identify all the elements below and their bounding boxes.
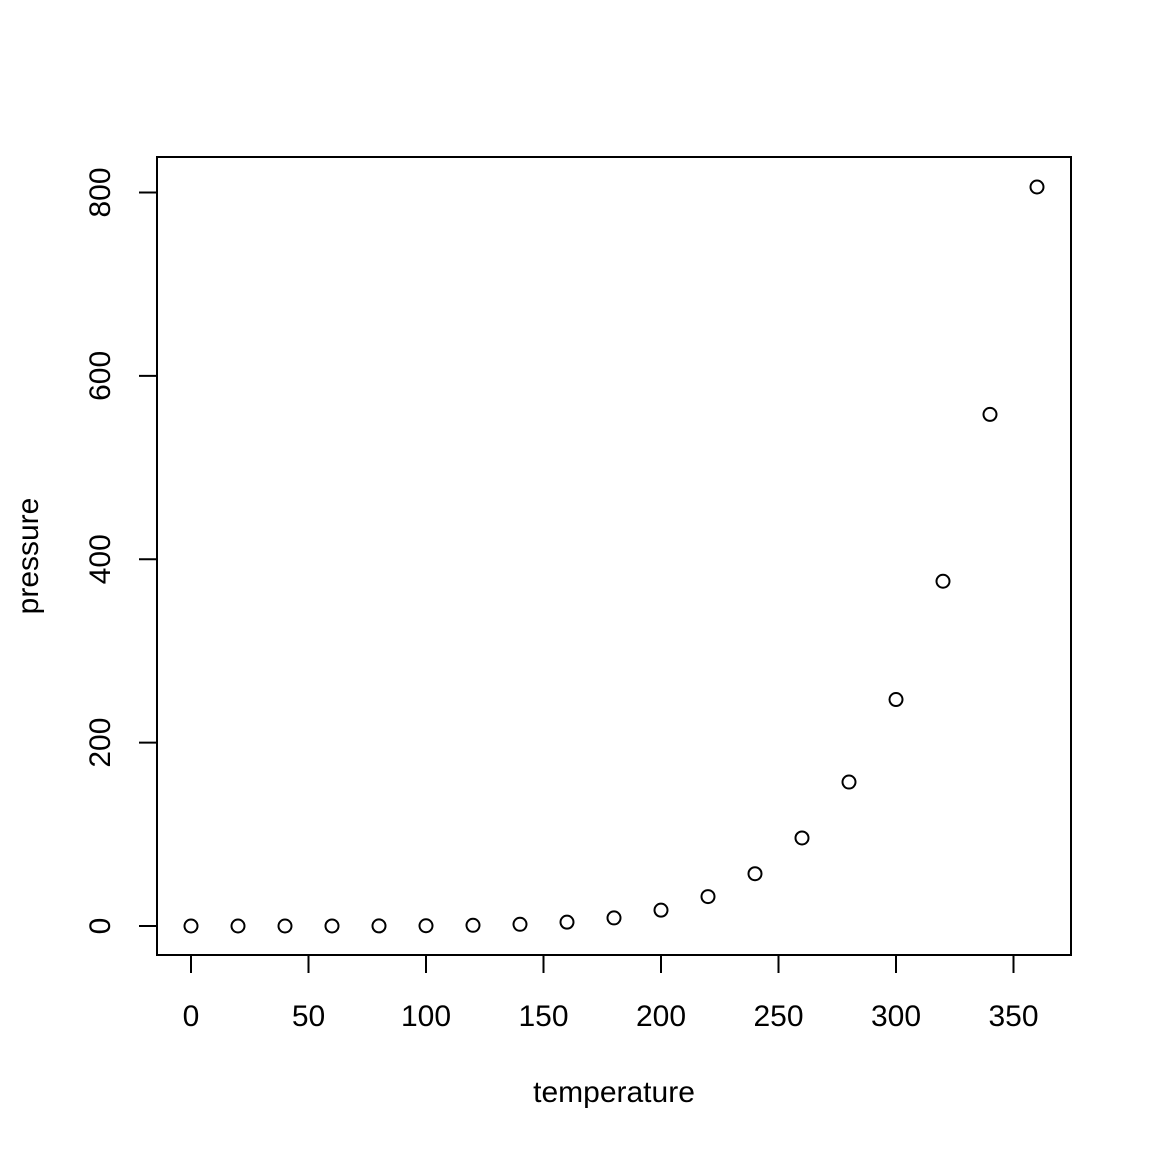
data-point	[277, 918, 293, 934]
data-point	[935, 573, 951, 589]
data-point	[653, 902, 669, 918]
data-point	[465, 917, 481, 933]
y-axis: 0 200 400 600 800	[84, 167, 158, 935]
y-tick-label: 400	[84, 534, 117, 584]
data-point	[794, 830, 810, 846]
data-point	[888, 692, 904, 708]
data-point	[418, 918, 434, 934]
data-point	[1029, 179, 1045, 195]
data-point	[841, 774, 857, 790]
data-point	[324, 918, 340, 934]
data-point	[606, 910, 622, 926]
x-tick-label: 150	[518, 1000, 568, 1033]
data-point	[700, 889, 716, 905]
data-point	[559, 914, 575, 930]
plot-box	[156, 156, 1072, 956]
x-tick-label: 300	[871, 1000, 921, 1033]
x-tick-label: 100	[401, 1000, 451, 1033]
x-axis-label: temperature	[533, 1076, 695, 1109]
x-tick-label: 200	[636, 1000, 686, 1033]
y-tick-label: 600	[84, 351, 117, 401]
x-tick-label: 0	[183, 1000, 200, 1033]
data-point	[512, 916, 528, 932]
x-axis: 0 50 100 150 200 250 300 350	[183, 954, 1039, 1033]
x-tick-label: 350	[988, 1000, 1038, 1033]
x-tick-label: 50	[292, 1000, 325, 1033]
y-axis-label: pressure	[12, 498, 45, 615]
data-points	[183, 179, 1045, 934]
data-point	[230, 918, 246, 934]
data-point	[371, 918, 387, 934]
x-tick-label: 250	[753, 1000, 803, 1033]
y-tick-label: 200	[84, 718, 117, 768]
data-point	[747, 866, 763, 882]
data-point	[183, 918, 199, 934]
y-tick-label: 800	[84, 167, 117, 217]
y-tick-label: 0	[84, 918, 117, 935]
data-point	[982, 406, 998, 422]
